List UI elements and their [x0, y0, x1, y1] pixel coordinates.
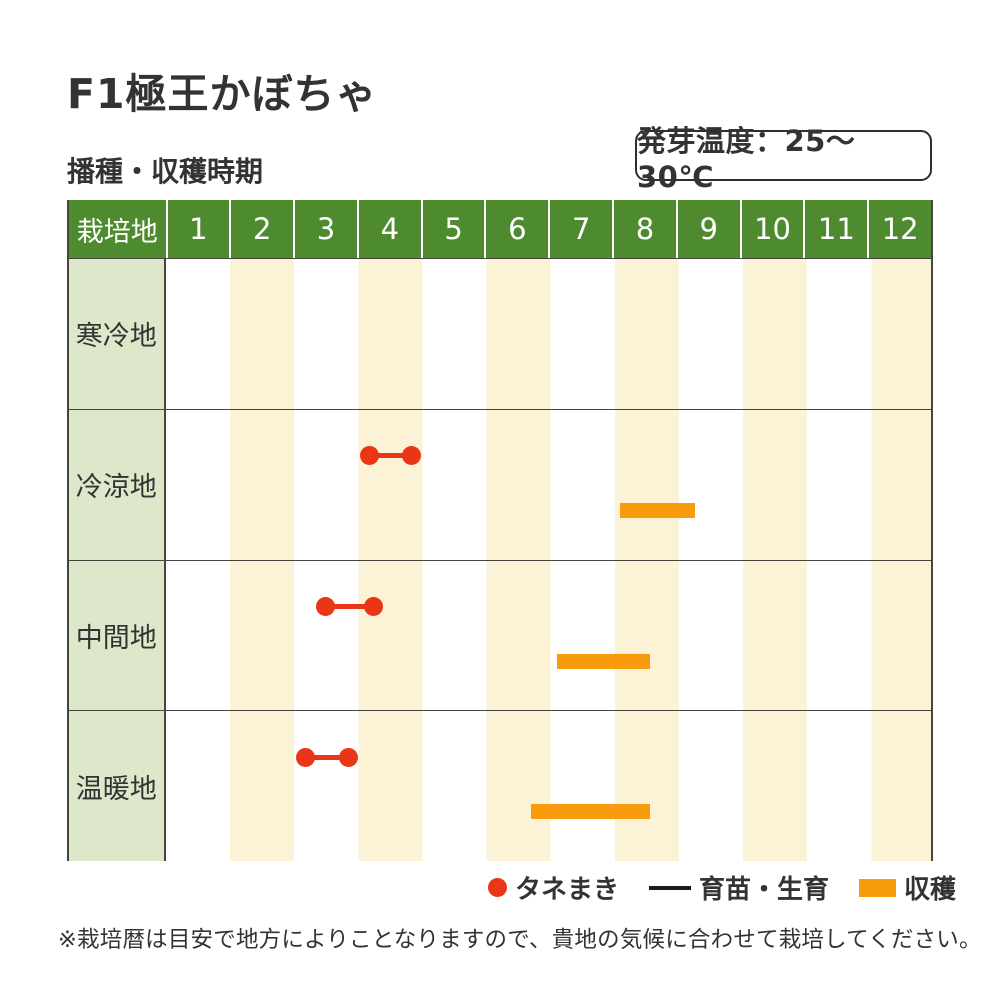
month-header-cell: 6 — [484, 200, 548, 258]
month-header-cell: 10 — [739, 200, 804, 258]
month-header-cell: 2 — [229, 200, 293, 258]
month-header-cell: 7 — [548, 200, 612, 258]
month-header-cell: 5 — [420, 200, 485, 258]
month-header-cell: 4 — [356, 200, 421, 258]
region-label: 温暖地 — [69, 711, 166, 861]
month-header-row: 栽培地 1 2 3 4 5 6 7 8 9 10 11 12 — [69, 200, 931, 258]
harvest-bar-marker — [557, 653, 650, 669]
planting-calendar-table: 栽培地 1 2 3 4 5 6 7 8 9 10 11 12 寒冷地 冷涼地 中間地 温暖地 — [67, 200, 933, 861]
region-timeline — [165, 711, 931, 861]
region-row: 中間地 — [69, 559, 931, 711]
growth-legend-icon — [648, 885, 691, 890]
legend-item: 収穫 — [858, 869, 956, 906]
harvest-bar-marker — [619, 502, 695, 518]
region-label: 中間地 — [69, 560, 166, 711]
section-heading: 播種・収穫時期 — [67, 155, 264, 188]
region-row: 寒冷地 — [69, 258, 931, 409]
page-title: F1極王かぼちゃ — [67, 70, 378, 118]
sowing-dot-marker — [315, 597, 335, 616]
sowing-connector-line — [305, 754, 349, 760]
month-header-cell: 11 — [803, 200, 867, 258]
region-label: 寒冷地 — [69, 259, 166, 409]
germination-temperature-badge: 発芽温度：25～30℃ — [635, 124, 932, 194]
region-timeline — [165, 560, 931, 711]
harvest-bar-marker — [531, 804, 650, 820]
legend-label: 育苗・生育 — [698, 875, 829, 905]
sowing-dot-marker — [295, 747, 315, 767]
region-row: 温暖地 — [69, 710, 931, 861]
region-label: 冷涼地 — [69, 409, 166, 560]
legend-label: タネまき — [514, 875, 619, 905]
region-timeline — [165, 409, 931, 560]
month-header-cell: 1 — [165, 200, 230, 258]
sowing-dot-marker — [363, 597, 383, 616]
legend: タネまき 育苗・生育 収穫 — [487, 869, 956, 906]
sowing-connector-line — [369, 453, 412, 459]
legend-label: 収穫 — [903, 875, 956, 905]
germination-temperature-text: 発芽温度：25～30℃ — [637, 123, 856, 194]
month-header-cell: 9 — [675, 200, 740, 258]
harvest-legend-icon — [858, 878, 896, 897]
sowing-connector-line — [325, 604, 374, 609]
legend-item: タネまき — [487, 869, 619, 906]
region-row: 冷涼地 — [69, 408, 931, 560]
sowing-dot-marker — [401, 446, 421, 466]
month-header-cell: 12 — [867, 200, 931, 258]
sowing-dot-marker — [359, 446, 379, 466]
region-column-header: 栽培地 — [76, 216, 158, 248]
month-header-cell: 8 — [612, 200, 676, 258]
footnote: ※栽培暦は目安で地方によりことなりますので、貴地の気候に合わせて栽培してください… — [58, 927, 982, 953]
region-timeline — [165, 259, 931, 409]
sowing-dot-marker — [339, 747, 359, 767]
calendar-body: 寒冷地 冷涼地 中間地 温暖地 — [69, 258, 931, 861]
legend-item: 育苗・生育 — [648, 869, 829, 906]
sowing-legend-icon — [487, 878, 507, 897]
month-header-cell: 3 — [293, 200, 357, 258]
